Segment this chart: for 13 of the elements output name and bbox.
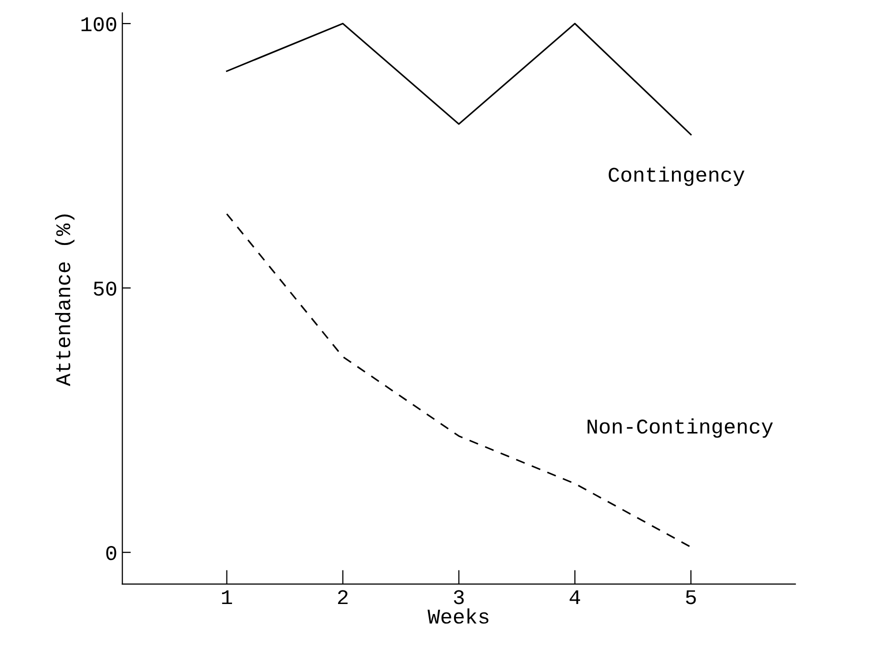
- y-tick-label: 0: [106, 546, 116, 560]
- line-series: [226, 22, 692, 136]
- x-tick-label: 1: [222, 590, 232, 604]
- x-axis-title: Weeks: [428, 608, 488, 624]
- y-tick-label: 50: [94, 282, 116, 296]
- x-tick-label: 2: [338, 590, 348, 604]
- x-tick-label: 4: [570, 590, 580, 604]
- x-tick-label: 5: [686, 590, 696, 604]
- text: Contingency: [608, 166, 744, 186]
- x-tick-label: 3: [454, 590, 464, 604]
- y-axis-title: Attendance (%): [55, 214, 74, 386]
- text: Non-Contingency: [588, 418, 773, 438]
- y-tick-label: 100: [81, 17, 116, 32]
